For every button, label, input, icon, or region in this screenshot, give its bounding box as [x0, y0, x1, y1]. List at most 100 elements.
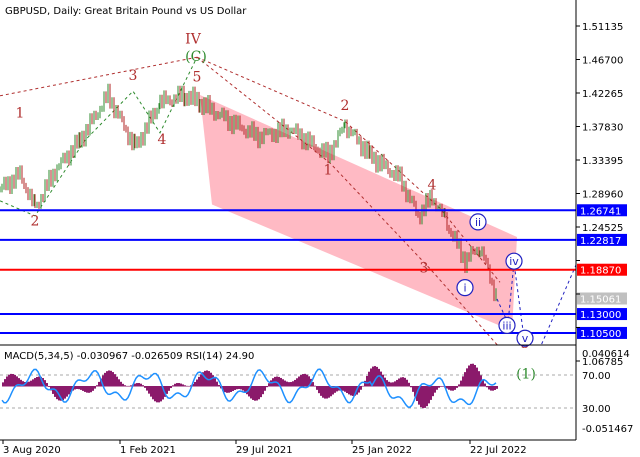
macd-bar: [60, 386, 62, 401]
wave-label: 1: [16, 106, 25, 122]
macd-bar: [378, 368, 380, 387]
wave-dashed-lines: [0, 56, 576, 345]
channel-band: [200, 95, 517, 331]
macd-bar: [344, 386, 346, 392]
macd-bar: [20, 379, 22, 387]
macd-bar: [4, 379, 6, 387]
macd-bar: [36, 377, 38, 387]
macd-bar: [46, 382, 48, 387]
time-axis: 3 Aug 2020 1 Feb 2021 29 Jul 2021 25 Jan 20…: [2, 440, 527, 456]
macd-bar: [62, 386, 64, 401]
macd-bar: [158, 386, 160, 403]
macd-bar: [156, 386, 158, 403]
macd-bar: [228, 386, 230, 393]
macd-bar: [318, 386, 320, 394]
macd-bar: [104, 372, 106, 387]
macd-bar: [484, 383, 486, 387]
indicator-tick-label: -0.051467: [582, 424, 633, 435]
price-tick-label: 1.37830: [582, 123, 623, 134]
macd-bar: [350, 386, 352, 396]
macd-bar: [442, 386, 444, 387]
macd-bar: [402, 377, 404, 387]
rsi-line: [1, 368, 497, 408]
macd-bar: [134, 383, 136, 387]
macd-bar: [352, 386, 354, 396]
elliott-wave-line: [0, 56, 198, 97]
macd-bar: [326, 386, 328, 399]
macd-bar: [284, 380, 286, 387]
macd-bar: [448, 386, 450, 390]
macd-bar: [86, 386, 88, 393]
macd-bar: [346, 386, 348, 394]
macd-bar: [468, 365, 470, 387]
macd-bar: [496, 386, 498, 389]
level-tag: [577, 204, 627, 217]
macd-bar: [454, 386, 456, 390]
macd-bar: [476, 367, 478, 387]
wave-circle: [498, 316, 516, 334]
macd-bar: [34, 378, 36, 387]
price-tick-label: 1.46700: [582, 56, 623, 67]
macd-bar: [462, 376, 464, 387]
macd-bar: [240, 386, 242, 390]
wave-label: (1): [516, 366, 536, 382]
macd-bar: [482, 379, 484, 387]
macd-bar: [256, 386, 258, 401]
macd-bar: [400, 377, 402, 387]
macd-bar: [330, 386, 332, 397]
macd-bar: [492, 386, 494, 391]
macd-bar: [488, 386, 490, 390]
macd-bar: [438, 386, 440, 388]
macd-bar: [182, 384, 184, 387]
macd-bar: [380, 371, 382, 387]
level-tag: [577, 308, 627, 321]
macd-bar: [420, 386, 422, 408]
macd-bar: [78, 386, 80, 390]
macd-bar: [466, 368, 468, 387]
macd-bar: [194, 381, 196, 387]
macd-bar: [300, 375, 302, 387]
macd-bar: [40, 376, 42, 387]
macd-bar: [404, 377, 406, 387]
macd-bar: [102, 375, 104, 387]
macd-bar: [464, 372, 466, 387]
price-tick-label: 1.42265: [582, 89, 623, 100]
macd-bar: [126, 385, 128, 387]
macd-bar: [88, 386, 90, 393]
macd-bar: [116, 376, 118, 387]
macd-bar: [64, 386, 66, 399]
macd-bar: [252, 386, 254, 400]
macd-bar: [52, 386, 54, 394]
wave-label: 2: [341, 98, 350, 114]
macd-bar: [426, 386, 428, 407]
macd-bar: [308, 376, 310, 387]
macd-bar: [242, 386, 244, 391]
indicator-tick-label: 0.040614: [582, 349, 630, 360]
level-label: 1.22817: [580, 236, 621, 247]
macd-bar: [196, 379, 198, 387]
macd-bar: [354, 386, 356, 396]
price-tick-label: 1.51135: [582, 22, 623, 33]
macd-bar: [398, 378, 400, 387]
macd-bar: [312, 382, 314, 387]
macd-bar: [280, 377, 282, 387]
macd-bar: [424, 386, 426, 408]
macd-bar: [392, 382, 394, 387]
macd-bar: [370, 368, 372, 387]
macd-bar: [98, 381, 100, 387]
macd-bar: [50, 386, 52, 391]
macd-bar: [130, 385, 132, 387]
macd-bar: [458, 384, 460, 387]
macd-bar: [472, 363, 474, 387]
macd-bar: [146, 386, 148, 391]
level-label: 1.26741: [580, 206, 621, 217]
wave-circle-label: i: [463, 282, 466, 295]
macd-bar: [494, 386, 496, 390]
macd-bar: [124, 385, 126, 387]
macd-bar: [152, 386, 154, 400]
macd-bar: [414, 386, 416, 397]
wave-label: 3: [129, 68, 138, 84]
macd-bar: [192, 383, 194, 387]
wave-circle: [516, 329, 534, 347]
macd-bar: [412, 386, 414, 392]
